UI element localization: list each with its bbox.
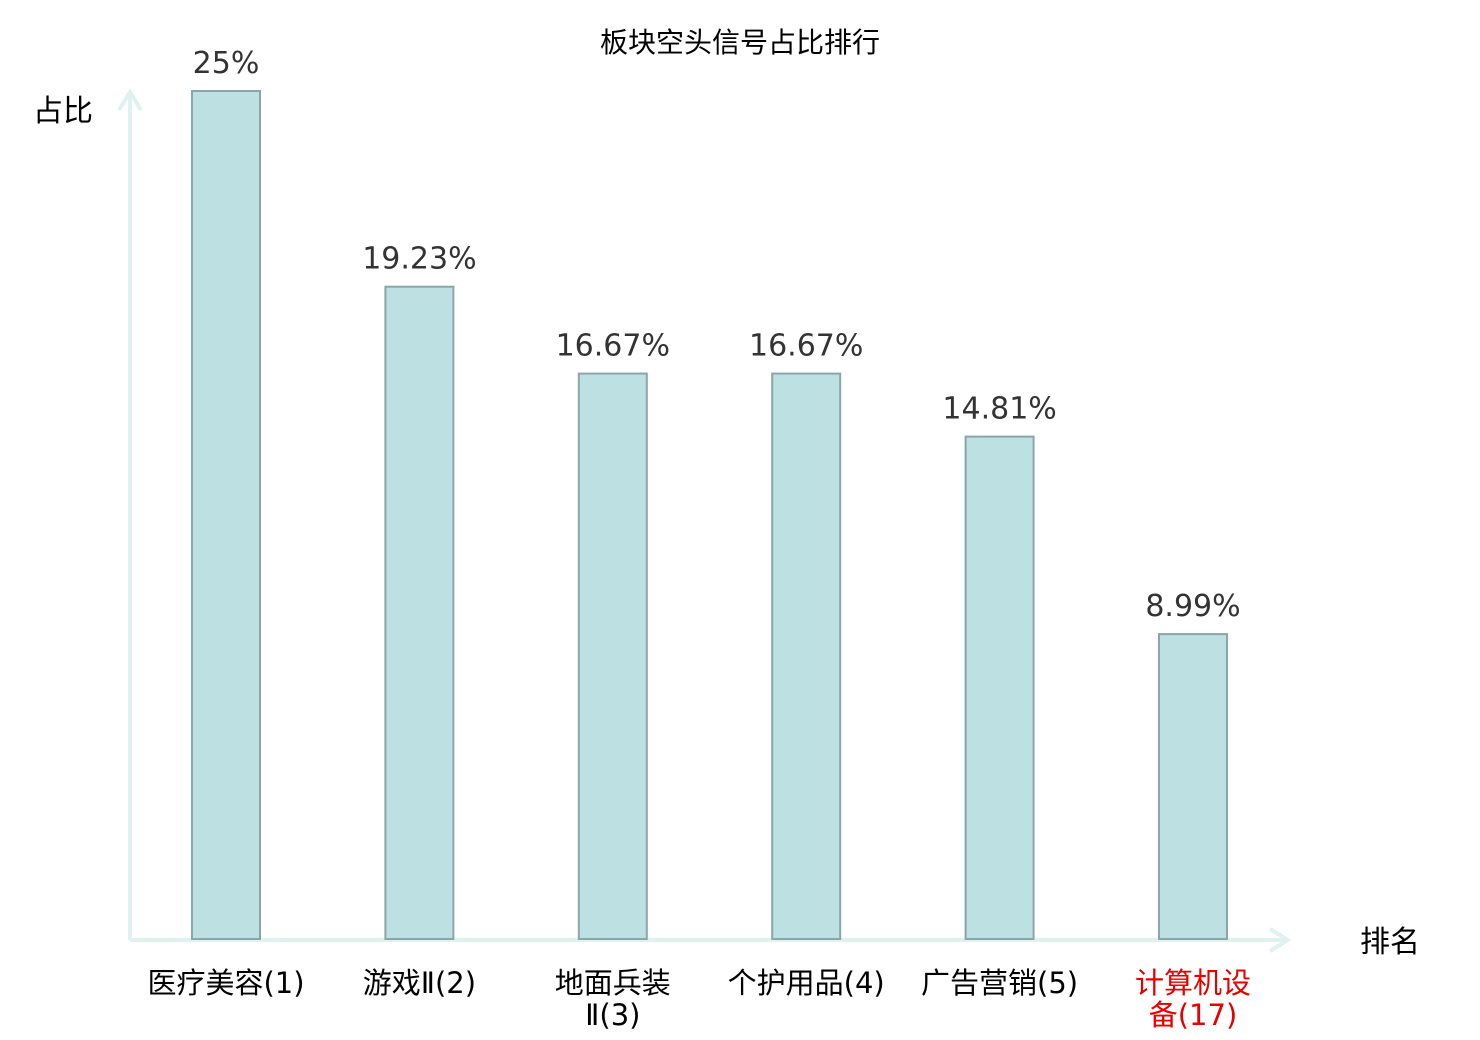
bar bbox=[771, 372, 842, 941]
bar bbox=[577, 372, 648, 941]
x-axis bbox=[130, 927, 1292, 953]
bar bbox=[964, 435, 1035, 940]
category-label: 地面兵装 Ⅱ(3) bbox=[555, 966, 671, 1032]
y-axis bbox=[117, 88, 143, 940]
x-axis-title: 排名 bbox=[1360, 925, 1420, 960]
chart-title: 板块空头信号占比排行 bbox=[600, 26, 880, 59]
category-label: 医疗美容(1) bbox=[147, 966, 304, 1000]
y-axis-title: 占比 bbox=[33, 94, 93, 129]
value-label: 25% bbox=[193, 46, 260, 81]
bar bbox=[1158, 633, 1228, 940]
value-label: 19.23% bbox=[362, 242, 476, 277]
category-label: 广告营销(5) bbox=[921, 966, 1078, 1000]
bars-group bbox=[191, 90, 1228, 941]
category-label-line: 地面兵装 bbox=[555, 966, 671, 1000]
category-label-line: 备(17) bbox=[1149, 998, 1238, 1032]
value-label: 16.67% bbox=[556, 329, 670, 364]
category-labels-group: 医疗美容(1) 游戏Ⅱ(2) 地面兵装 Ⅱ(3) 个护用品(4) 广告营销(5) 计算机设备… bbox=[147, 966, 1251, 1032]
category-label-line: Ⅱ(3) bbox=[585, 998, 640, 1032]
category-label-line: 计算机设 bbox=[1135, 966, 1251, 1000]
category-label-line: 医疗美容(1) bbox=[147, 966, 304, 1000]
value-label: 16.67% bbox=[749, 329, 863, 364]
bar bbox=[191, 90, 261, 940]
category-label-line: 游戏Ⅱ(2) bbox=[363, 966, 476, 1000]
bar bbox=[384, 285, 455, 940]
category-label: 游戏Ⅱ(2) bbox=[363, 966, 476, 1000]
value-labels-group: 25% 19.23% 16.67% 16.67% 14.81% 8.99% bbox=[193, 46, 1241, 624]
value-label: 14.81% bbox=[942, 392, 1056, 427]
value-label: 8.99% bbox=[1145, 589, 1240, 624]
category-label-line: 个护用品(4) bbox=[728, 966, 885, 1000]
category-label-line: 广告营销(5) bbox=[921, 966, 1078, 1000]
category-label: 个护用品(4) bbox=[728, 966, 885, 1000]
category-label: 计算机设备(17) bbox=[1135, 966, 1251, 1032]
